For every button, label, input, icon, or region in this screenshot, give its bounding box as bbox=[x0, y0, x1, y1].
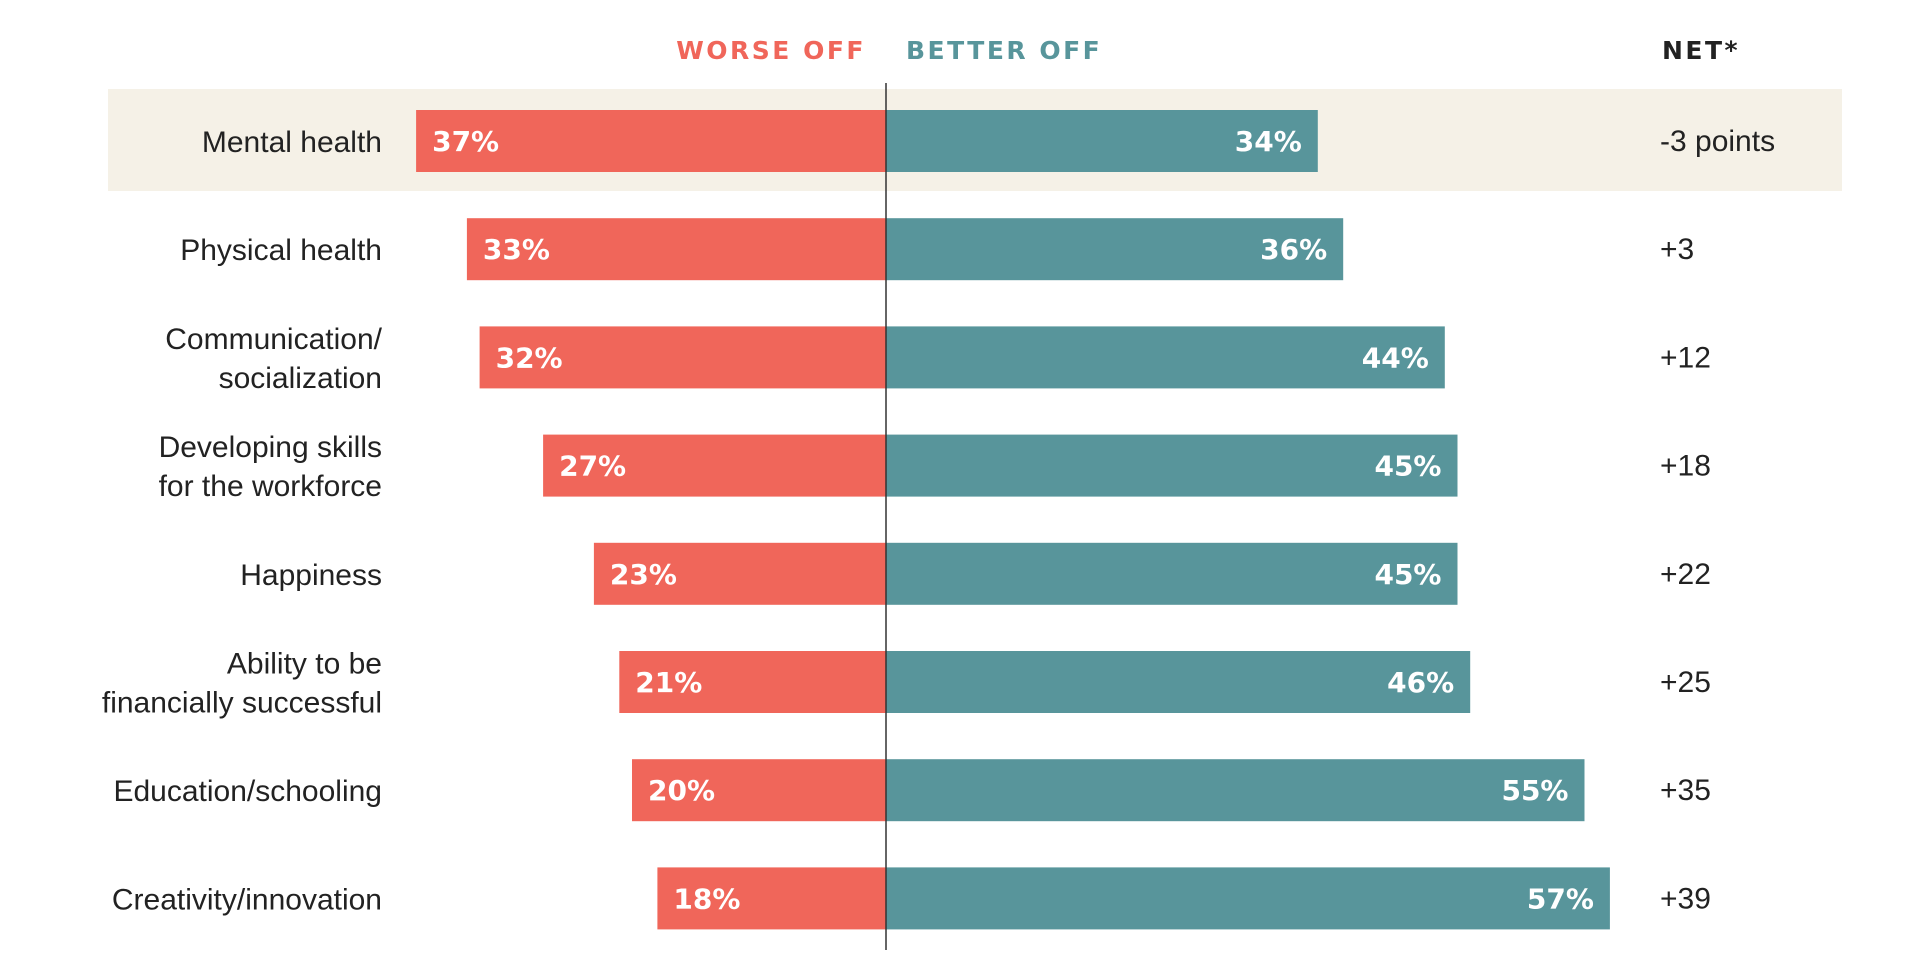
better-off-value-label: 44% bbox=[1362, 341, 1429, 374]
better-off-bar bbox=[886, 542, 1458, 605]
category-label-line: for the workforce bbox=[159, 470, 382, 503]
better-off-value-label: 45% bbox=[1374, 558, 1441, 591]
worse-off-value-label: 21% bbox=[635, 666, 702, 699]
worse-off-value-label: 32% bbox=[496, 341, 563, 374]
bar-row: Education/schooling 20% 55% +35 bbox=[113, 759, 1711, 822]
net-header: NET* bbox=[1662, 36, 1740, 65]
better-off-value-label: 55% bbox=[1501, 774, 1568, 807]
worse-off-value-label: 23% bbox=[610, 558, 677, 591]
worse-off-bar bbox=[543, 434, 886, 497]
net-value: +39 bbox=[1660, 882, 1711, 915]
category-label-line: Mental health bbox=[202, 126, 382, 159]
category-label-line: Communication/ bbox=[165, 323, 382, 356]
rows-layer: Mental health 37% 34% -3 points Physical hea… bbox=[102, 110, 1775, 930]
net-value: +3 bbox=[1660, 233, 1694, 266]
worse-off-bar bbox=[632, 759, 886, 822]
worse-off-value-label: 27% bbox=[559, 450, 626, 483]
category-label-line: Ability to be bbox=[227, 648, 382, 681]
category-label-line: Creativity/innovation bbox=[112, 883, 382, 916]
net-value: +25 bbox=[1660, 666, 1711, 699]
net-value: +35 bbox=[1660, 774, 1711, 807]
better-off-bar bbox=[886, 326, 1445, 389]
worse-off-value-label: 33% bbox=[483, 233, 550, 266]
better-off-value-label: 46% bbox=[1387, 666, 1454, 699]
better-off-bar bbox=[886, 759, 1585, 822]
category-label: Creativity/innovation bbox=[112, 883, 382, 916]
worse-off-bar bbox=[593, 542, 886, 605]
bar-row: Ability to be financially successful 21% 46… bbox=[102, 648, 1711, 720]
worse-off-value-label: 20% bbox=[648, 774, 715, 807]
better-off-value-label: 45% bbox=[1374, 450, 1441, 483]
category-label: Education/schooling bbox=[113, 775, 382, 808]
category-label-line: financially successful bbox=[102, 687, 382, 720]
category-label-line: Physical health bbox=[180, 234, 382, 267]
bar-row: Creativity/innovation 18% 57% +39 bbox=[112, 867, 1711, 930]
category-label: Developing skills for the workforce bbox=[159, 431, 382, 503]
better-off-bar bbox=[886, 651, 1471, 713]
better-off-bar bbox=[886, 867, 1610, 930]
bar-row: Happiness 23% 45% +22 bbox=[240, 542, 1711, 605]
category-label-line: Education/schooling bbox=[113, 775, 382, 808]
worse-off-value-label: 37% bbox=[432, 125, 499, 158]
net-value: -3 points bbox=[1660, 125, 1775, 158]
worse-off-bar bbox=[466, 218, 886, 281]
bar-row: Developing skills for the workforce 27% 45%… bbox=[159, 431, 1711, 503]
bar-row: Physical health 33% 36% +3 bbox=[180, 218, 1694, 281]
better-off-value-label: 36% bbox=[1260, 233, 1327, 266]
worse-off-bar bbox=[657, 867, 886, 930]
bar-row: Communication/socialization 32% 44% +12 bbox=[165, 323, 1711, 395]
net-value: +12 bbox=[1660, 341, 1711, 374]
category-label-line: Happiness bbox=[240, 559, 382, 592]
worse-off-header: WORSE OFF bbox=[676, 36, 866, 65]
worse-off-value-label: 18% bbox=[673, 882, 740, 915]
category-label: Happiness bbox=[240, 559, 382, 592]
better-off-bar bbox=[886, 434, 1458, 497]
category-label-line: socialization bbox=[219, 362, 382, 395]
net-value: +18 bbox=[1660, 450, 1711, 483]
category-label: Ability to be financially successful bbox=[102, 648, 382, 720]
better-off-value-label: 34% bbox=[1235, 125, 1302, 158]
net-value: +22 bbox=[1660, 558, 1711, 591]
better-off-bar bbox=[886, 218, 1344, 281]
category-label: Physical health bbox=[180, 234, 382, 267]
better-off-header: BETTER OFF bbox=[906, 36, 1102, 65]
better-off-value-label: 57% bbox=[1527, 882, 1594, 915]
better-off-bar bbox=[886, 110, 1318, 172]
category-label: Mental health bbox=[202, 126, 382, 159]
worse-off-bar bbox=[619, 651, 886, 713]
category-label-line: Developing skills bbox=[159, 431, 382, 464]
worse-off-bar bbox=[416, 110, 886, 172]
worse-off-bar bbox=[479, 326, 886, 389]
category-label: Communication/socialization bbox=[165, 323, 382, 395]
bar-row: Mental health 37% 34% -3 points bbox=[202, 110, 1775, 172]
